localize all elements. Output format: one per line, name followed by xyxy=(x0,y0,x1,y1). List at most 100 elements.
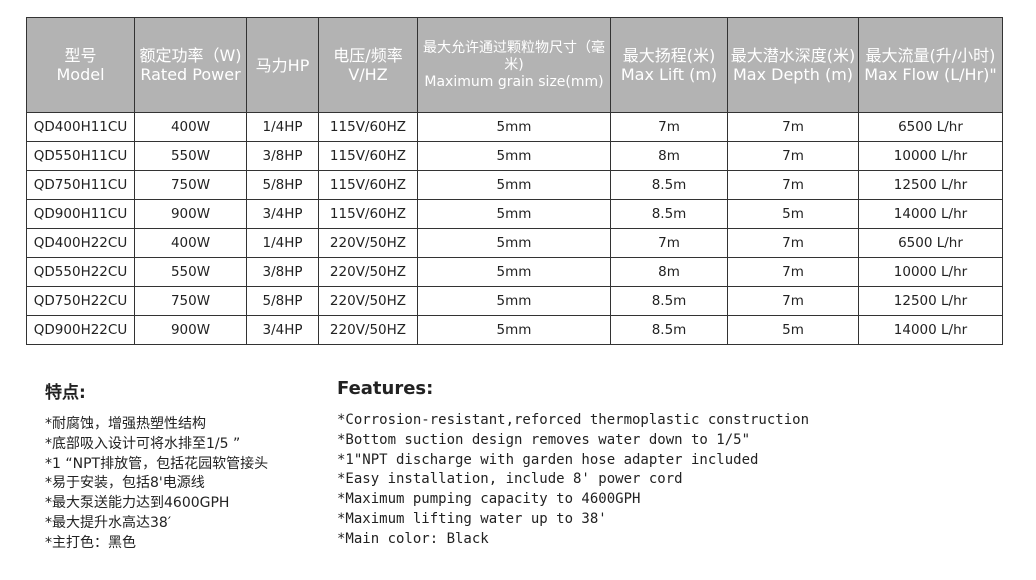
table-cell: QD400H22CU xyxy=(26,228,135,258)
feature-item: *Bottom suction design removes water dow… xyxy=(337,431,751,448)
table-cell: 3/4HP xyxy=(246,315,319,345)
table-cell: 220V/50HZ xyxy=(318,315,418,345)
table-cell: 14000 L/hr xyxy=(858,315,1003,345)
table-cell: 10000 L/hr xyxy=(858,141,1003,171)
table-cell: 8m xyxy=(610,141,728,171)
table-row: QD550H11CU 550W 3/8HP 115V/60HZ 5mm 8m 7m 10000… xyxy=(26,141,1003,171)
table-cell: 5m xyxy=(727,199,859,229)
header-cn: 最大流量(升/小时) xyxy=(865,46,996,65)
table-cell: QD550H22CU xyxy=(26,257,135,287)
table-cell: 5mm xyxy=(417,112,611,142)
table-cell: 6500 L/hr xyxy=(858,228,1003,258)
table-cell: 900W xyxy=(134,199,247,229)
header-en: Maximum grain size(mm) xyxy=(424,73,604,90)
table-cell: QD750H22CU xyxy=(26,286,135,316)
table-cell: 7m xyxy=(610,112,728,142)
table-cell: QD900H11CU xyxy=(26,199,135,229)
table-cell: 8.5m xyxy=(610,315,728,345)
table-cell: 5mm xyxy=(417,286,611,316)
table-cell: 115V/60HZ xyxy=(318,141,418,171)
feature-item: *易于安装，包括8'电源线 xyxy=(45,475,205,492)
table-cell: 8.5m xyxy=(610,199,728,229)
header-en: V/HZ xyxy=(348,65,388,84)
feature-item: *最大泵送能力达到4600GPH xyxy=(45,495,230,512)
header-cn: 额定功率（W) xyxy=(139,46,242,65)
table-cell: 5m xyxy=(727,315,859,345)
feature-item: *1 “NPT排放管，包括花园软管接头 xyxy=(45,455,269,472)
features-en-list: *Corrosion-resistant,reforced thermoplas… xyxy=(337,411,809,550)
table-cell: 220V/50HZ xyxy=(318,286,418,316)
table-cell: 12500 L/hr xyxy=(858,170,1003,200)
feature-item: *Corrosion-resistant,reforced thermoplas… xyxy=(337,412,810,428)
table-cell: 550W xyxy=(134,141,247,171)
table-cell: QD750H11CU xyxy=(26,170,135,200)
table-cell: 5/8HP xyxy=(246,286,319,316)
column-header: 最大流量(升/小时) Max Flow (L/Hr)" xyxy=(858,17,1003,113)
table-row: QD900H11CU 900W 3/4HP 115V/60HZ 5mm 8.5m 5m 140… xyxy=(26,199,1003,229)
table-cell: 5mm xyxy=(417,315,611,345)
table-cell: 115V/60HZ xyxy=(318,199,418,229)
table-cell: QD900H22CU xyxy=(26,315,135,345)
header-cn: 最大潜水深度(米) xyxy=(730,46,856,65)
table-cell: 550W xyxy=(134,257,247,287)
table-cell: 12500 L/hr xyxy=(858,286,1003,316)
column-header: 最大扬程(米) Max Lift (m) xyxy=(610,17,728,113)
column-header: 型号 Model xyxy=(26,17,135,113)
header-cn: 最大扬程(米) xyxy=(622,46,716,65)
table-cell: 8m xyxy=(610,257,728,287)
feature-item: *Maximum lifting water up to 38' xyxy=(337,510,607,527)
table-cell: 750W xyxy=(134,170,247,200)
table-cell: 750W xyxy=(134,286,247,316)
table-row: QD400H22CU 400W 1/4HP 220V/50HZ 5mm 7m 7m 6500 … xyxy=(26,228,1003,258)
table-cell: 220V/50HZ xyxy=(318,257,418,287)
table-cell: 220V/50HZ xyxy=(318,228,418,258)
table-cell: 7m xyxy=(727,141,859,171)
header-en: Model xyxy=(56,65,105,84)
table-row: QD900H22CU 900W 3/4HP 220V/50HZ 5mm 8.5m 5m 140… xyxy=(26,315,1003,345)
table-cell: 8.5m xyxy=(610,286,728,316)
table-cell: 8.5m xyxy=(610,170,728,200)
header-en: Max Lift (m) xyxy=(620,65,718,84)
table-row: QD750H11CU 750W 5/8HP 115V/60HZ 5mm 8.5m 7m 125… xyxy=(26,170,1003,200)
table-cell: 5mm xyxy=(417,170,611,200)
features-cn-title: 特点: xyxy=(45,383,86,403)
table-cell: 5mm xyxy=(417,257,611,287)
table-cell: QD400H11CU xyxy=(26,112,135,142)
feature-item: *主打色：黑色 xyxy=(45,534,136,551)
header-en: Max Depth (m) xyxy=(732,65,854,84)
table-cell: 7m xyxy=(610,228,728,258)
table-cell: 1/4HP xyxy=(246,112,319,142)
table-row: QD750H22CU 750W 5/8HP 220V/50HZ 5mm 8.5m 7m 125… xyxy=(26,286,1003,316)
table-cell: 115V/60HZ xyxy=(318,112,418,142)
features-cn: 特点: *耐腐蚀，增强热塑性结构 *底部吸入设计可将水排至1/5 ” *1 “NPT… xyxy=(45,378,268,554)
table-cell: 5mm xyxy=(417,199,611,229)
table-cell: 400W xyxy=(134,112,247,142)
table-cell: 400W xyxy=(134,228,247,258)
table-cell: QD550H11CU xyxy=(26,141,135,171)
table-cell: 900W xyxy=(134,315,247,345)
table-cell: 5mm xyxy=(417,228,611,258)
feature-item: *耐腐蚀，增强热塑性结构 xyxy=(45,416,206,432)
column-header: 马力HP xyxy=(246,17,319,113)
table-cell: 5/8HP xyxy=(246,170,319,200)
table-cell: 10000 L/hr xyxy=(858,257,1003,287)
column-header: 电压/频率 V/HZ xyxy=(318,17,418,113)
column-header: 额定功率（W) Rated Power xyxy=(134,17,247,113)
table-row: QD550H22CU 550W 3/8HP 220V/50HZ 5mm 8m 7m 10000… xyxy=(26,257,1003,287)
column-header: 最大允许通过颗粒物尺寸（毫米) Maximum grain size(mm) xyxy=(417,17,611,113)
column-header: 最大潜水深度(米) Max Depth (m) xyxy=(727,17,859,113)
table-cell: 7m xyxy=(727,257,859,287)
features-en: Features: *Corrosion-resistant,reforced … xyxy=(337,378,809,550)
table-cell: 3/8HP xyxy=(246,257,319,287)
header-row: 型号 Model 额定功率（W) Rated Power 马力HP 电压/频率 V/HZ 最大… xyxy=(26,17,1003,113)
spec-table: 型号 Model 额定功率（W) Rated Power 马力HP 电压/频率 V/HZ 最大… xyxy=(26,17,1003,345)
header-cn: 马力HP xyxy=(255,55,310,75)
header-en: Rated Power xyxy=(140,65,241,84)
table-cell: 7m xyxy=(727,170,859,200)
table-cell: 7m xyxy=(727,286,859,316)
feature-item: *Easy installation, include 8' power cor… xyxy=(337,471,683,488)
header-cn: 电压/频率 xyxy=(333,46,403,65)
table-cell: 5mm xyxy=(417,141,611,171)
table-cell: 7m xyxy=(727,112,859,142)
table-cell: 1/4HP xyxy=(246,228,319,258)
